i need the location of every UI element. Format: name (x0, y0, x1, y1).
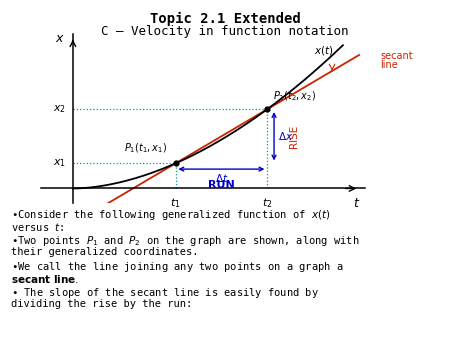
Text: $x$: $x$ (55, 31, 65, 45)
Text: dividing the rise by the run:: dividing the rise by the run: (11, 299, 193, 309)
Text: $\Delta t$: $\Delta t$ (215, 172, 228, 184)
Text: $x_2$: $x_2$ (53, 103, 66, 115)
Text: Topic 2.1 Extended: Topic 2.1 Extended (149, 12, 301, 26)
Text: $\bullet$Consider the following generalized function of $x(t)$: $\bullet$Consider the following generali… (11, 208, 331, 222)
Text: $\Delta x$: $\Delta x$ (278, 130, 293, 142)
Text: versus $t$:: versus $t$: (11, 221, 65, 234)
Text: $t_2$: $t_2$ (262, 196, 273, 210)
Text: C – Velocity in function notation: C – Velocity in function notation (101, 25, 349, 38)
Text: $\bullet$Two points $P_1$ and $P_2$ on the graph are shown, along with: $\bullet$Two points $P_1$ and $P_2$ on t… (11, 234, 360, 248)
Text: $t_1$: $t_1$ (170, 196, 181, 210)
Text: $x_1$: $x_1$ (53, 158, 66, 169)
Text: RISE: RISE (289, 125, 299, 148)
Text: $P_1(t_1, x_1)$: $P_1(t_1, x_1)$ (124, 141, 167, 155)
Text: $P_2(t_2, x_2)$: $P_2(t_2, x_2)$ (273, 90, 316, 103)
Text: line: line (380, 60, 398, 70)
Text: $\bullet$We call the line joining any two points on a graph a: $\bullet$We call the line joining any tw… (11, 260, 344, 273)
Text: RUN: RUN (208, 180, 235, 190)
Text: $x(t)$: $x(t)$ (314, 44, 334, 57)
Text: $t$: $t$ (353, 197, 360, 210)
Text: $\mathbf{secant\ line}.$: $\mathbf{secant\ line}.$ (11, 273, 79, 285)
Text: $\bullet$ The slope of the secant line is easily found by: $\bullet$ The slope of the secant line i… (11, 286, 319, 299)
Text: secant: secant (380, 51, 413, 61)
Text: their generalized coordinates.: their generalized coordinates. (11, 247, 199, 258)
